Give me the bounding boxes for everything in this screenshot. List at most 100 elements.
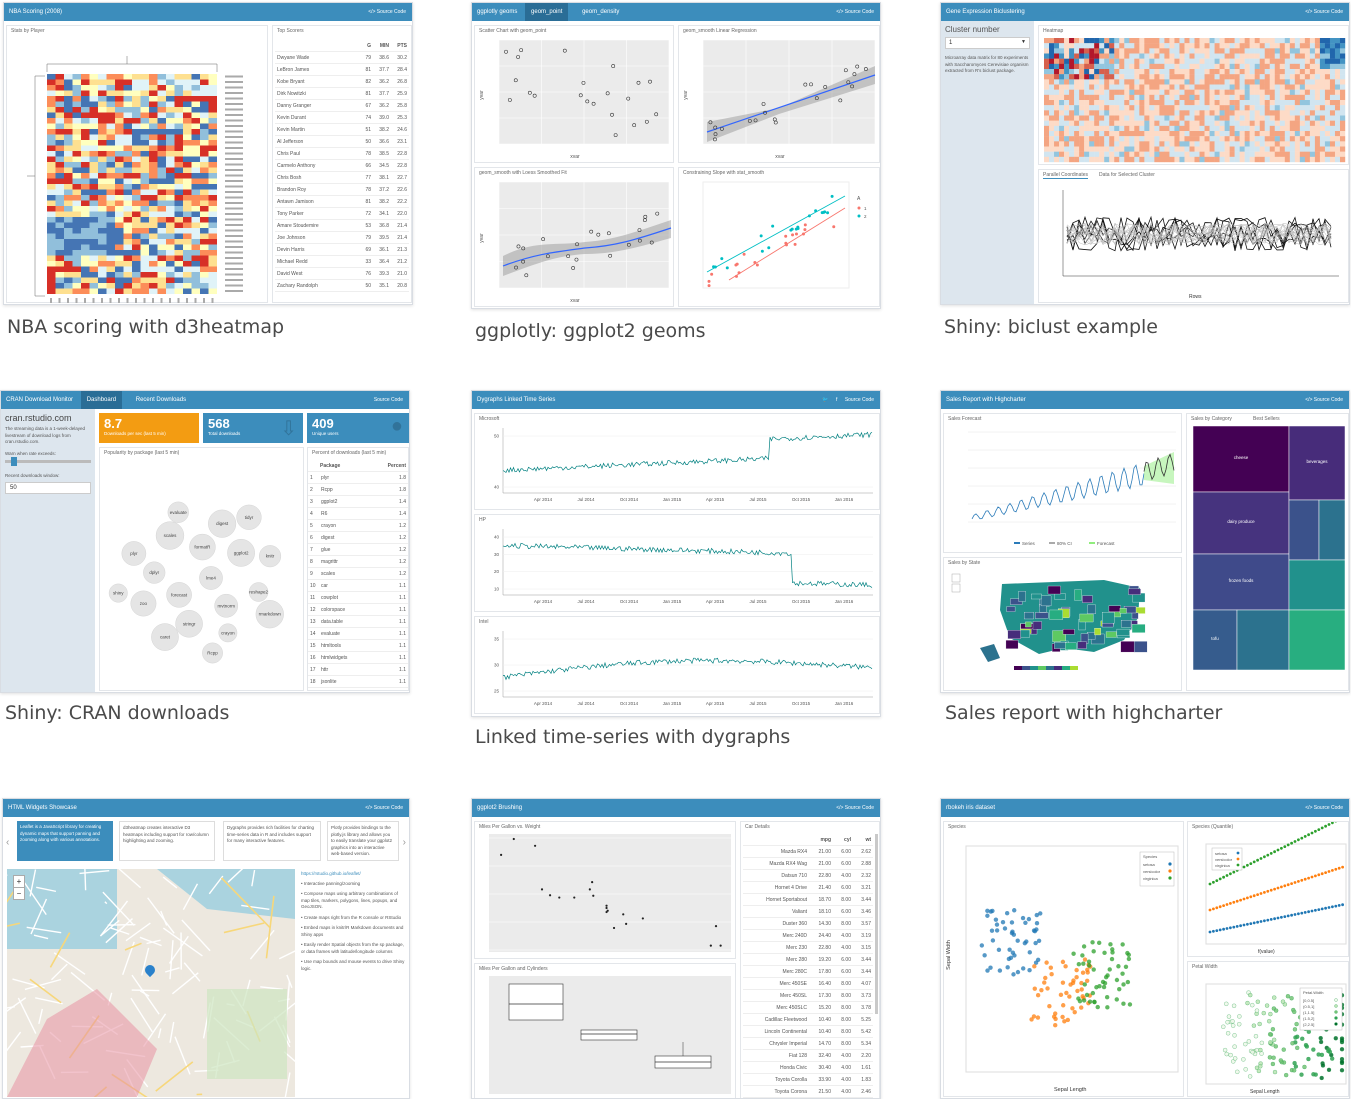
source-code-link[interactable]: </> Source Code [1305,9,1343,15]
map-tiles[interactable] [7,869,295,1097]
cluster-select[interactable]: 1 ▼ [945,37,1030,49]
table-row[interactable]: Duster 360 14.30 8.00 3.57 [743,918,873,930]
twitter-icon[interactable]: 🐦 [822,397,829,403]
parallel-coordinates-chart[interactable] [1039,170,1350,304]
zoom-control[interactable]: + − [13,875,25,900]
table-row[interactable]: Merc 240D 24.40 4.00 3.19 [743,930,873,942]
scrollbar[interactable] [875,834,878,1014]
table-row[interactable]: Joe Johnson 79 39.5 21.4 [275,232,409,244]
screenshot-biclust[interactable]: Gene Expression Biclustering </> Source … [940,2,1350,305]
source-code-link[interactable]: </> Source Code [368,9,406,15]
heatmap-chart[interactable] [7,26,269,304]
table-row[interactable]: LeBron James 81 37.7 28.4 [275,64,409,76]
table-row[interactable]: Lincoln Continental 10.40 8.00 5.42 [743,1026,873,1038]
table-row[interactable]: Honda Civic 30.40 4.00 1.61 [743,1062,873,1074]
source-code-link[interactable]: </> Source Code [836,805,874,811]
table-row[interactable]: Tony Parker 72 34.1 22.0 [275,208,409,220]
table-row[interactable]: Zachary Randolph 50 35.1 20.8 [275,280,409,292]
carousel-left-icon[interactable]: ‹ [6,837,10,848]
tab-dashboard[interactable]: Dashboard [80,391,123,409]
table-row[interactable]: 9 scales 1.2 [308,568,408,580]
petal-width-chart[interactable]: Petal.Width[0,0.5](0.5,1](1,1.5](1.5,2](… [1188,962,1350,1098]
caption[interactable]: Sales report with highcharter [945,702,1223,724]
table-row[interactable]: Dirk Nowitzki 81 37.7 25.9 [275,88,409,100]
card-leaflet[interactable]: Leaflet is a JavaScript library for crea… [17,821,113,861]
table-row[interactable]: Fiat 128 32.40 4.00 2.20 [743,1050,873,1062]
forecast-chart[interactable]: Series 80% CI Forecast [944,414,1183,554]
table-row[interactable]: Antawn Jamison 81 38.2 22.2 [275,196,409,208]
table-row[interactable]: 15 htmltools 1.1 [308,640,408,652]
tab-parallel-coordinates[interactable]: Parallel Coordinates [1043,172,1089,179]
screenshot-highcharter[interactable]: Sales Report with Highcharter </> Source… [940,390,1350,693]
table-row[interactable]: Toyota Corolla 33.90 4.00 1.83 [743,1074,873,1086]
source-code-link[interactable]: </> Source Code [1305,805,1343,811]
table-row[interactable]: Merc 450SE 16.40 8.00 4.07 [743,978,873,990]
zoom-out-icon[interactable]: − [14,887,24,899]
table-row[interactable]: Mazda RX4 21.00 6.00 2.62 [743,846,873,858]
source-code-link[interactable]: Source Code [844,397,874,403]
table-row[interactable]: 3 ggplot2 1.4 [308,496,408,508]
table-row[interactable]: Merc 450SLC 15.20 8.00 3.78 [743,1002,873,1014]
table-row[interactable]: Merc 450SL 17.30 8.00 3.73 [743,990,873,1002]
leaflet-map[interactable]: + − [7,869,295,1097]
table-row[interactable]: Chrysler Imperial 14.70 8.00 5.34 [743,1038,873,1050]
table-row[interactable]: 5 crayon 1.2 [308,520,408,532]
tab-best-sellers[interactable]: Best Sellers [1253,416,1280,422]
source-code-link[interactable]: </> Source Code [365,805,403,811]
table-row[interactable]: Kobe Bryant 82 36.2 26.8 [275,76,409,88]
table-row[interactable]: 7 glue 1.2 [308,544,408,556]
table-row[interactable]: Merc 280C 17.80 6.00 3.44 [743,966,873,978]
table-row[interactable]: Mazda RX4 Wag 21.00 6.00 2.88 [743,858,873,870]
tab-geom-point[interactable]: geom_point [525,3,569,21]
screenshot-brushing[interactable]: ggplot2 Brushing </> Source Code Miles P… [471,798,881,1099]
table-row[interactable]: Merc 280 19.20 6.00 3.44 [743,954,873,966]
caption[interactable]: ggplotly: ggplot2 geoms [475,320,706,342]
table-row[interactable]: 11 cowplot 1.1 [308,592,408,604]
table-row[interactable]: 6 digest 1.2 [308,532,408,544]
table-row[interactable]: 2 Rcpp 1.8 [308,484,408,496]
expression-heatmap[interactable] [1039,26,1350,166]
bubble-chart[interactable]: lme4forecastformatRmvtnormdplyrggplot2st… [100,448,305,692]
table-row[interactable]: 16 htmlwidgets 1.1 [308,652,408,664]
table-row[interactable]: 13 data.table 1.1 [308,616,408,628]
table-row[interactable]: Datsun 710 22.80 4.00 2.32 [743,870,873,882]
carousel-right-icon[interactable]: › [402,837,406,848]
table-row[interactable]: Merc 230 22.80 4.00 3.15 [743,942,873,954]
table-row[interactable]: Dwyane Wade 79 38.6 30.2 [275,52,409,64]
table-row[interactable]: Michael Redd 33 36.4 21.2 [275,256,409,268]
state-map[interactable] [944,558,1183,692]
screenshot-dygraphs[interactable]: Dygraphs Linked Time Series 🐦 f Source C… [471,390,881,717]
tab-selected-cluster[interactable]: Data for Selected Cluster [1099,172,1155,178]
leaflet-link[interactable]: https://rstudio.github.io/leaflet/ [301,871,361,876]
table-row[interactable]: Chris Bosh 77 38.1 22.7 [275,172,409,184]
table-row[interactable]: David West 76 39.3 21.0 [275,268,409,280]
source-code-link[interactable]: </> Source Code [1305,397,1343,403]
screenshot-rbokeh[interactable]: rbokeh iris dataset </> Source Code Spec… [940,798,1350,1099]
table-row[interactable]: 1 plyr 1.8 [308,472,408,484]
screenshot-nba[interactable]: NBA Scoring (2008) </> Source Code Stats… [3,2,413,305]
table-row[interactable]: Kevin Durant 74 39.0 25.3 [275,112,409,124]
table-row[interactable]: 18 jsonlite 1.1 [308,676,408,688]
table-row[interactable]: 17 httr 1.1 [308,664,408,676]
table-row[interactable]: Toyota Corona 21.50 4.00 2.46 [743,1086,873,1098]
table-row[interactable]: 14 evaluate 1.1 [308,628,408,640]
table-row[interactable]: Danny Granger 67 36.2 25.8 [275,100,409,112]
mpg-weight-chart[interactable] [475,822,737,960]
table-row[interactable]: Brandon Roy 78 37.2 22.6 [275,184,409,196]
table-row[interactable]: Hornet Sportabout 18.70 8.00 3.44 [743,894,873,906]
window-input[interactable]: 50 [5,481,91,494]
table-row[interactable]: Valiant 18.10 6.00 3.46 [743,906,873,918]
warn-slider[interactable] [5,457,91,466]
table-row[interactable]: 8 magrittr 1.2 [308,556,408,568]
table-row[interactable]: Al Jefferson 50 36.6 23.1 [275,136,409,148]
tab-sales-by-category[interactable]: Sales by Category [1191,416,1232,422]
